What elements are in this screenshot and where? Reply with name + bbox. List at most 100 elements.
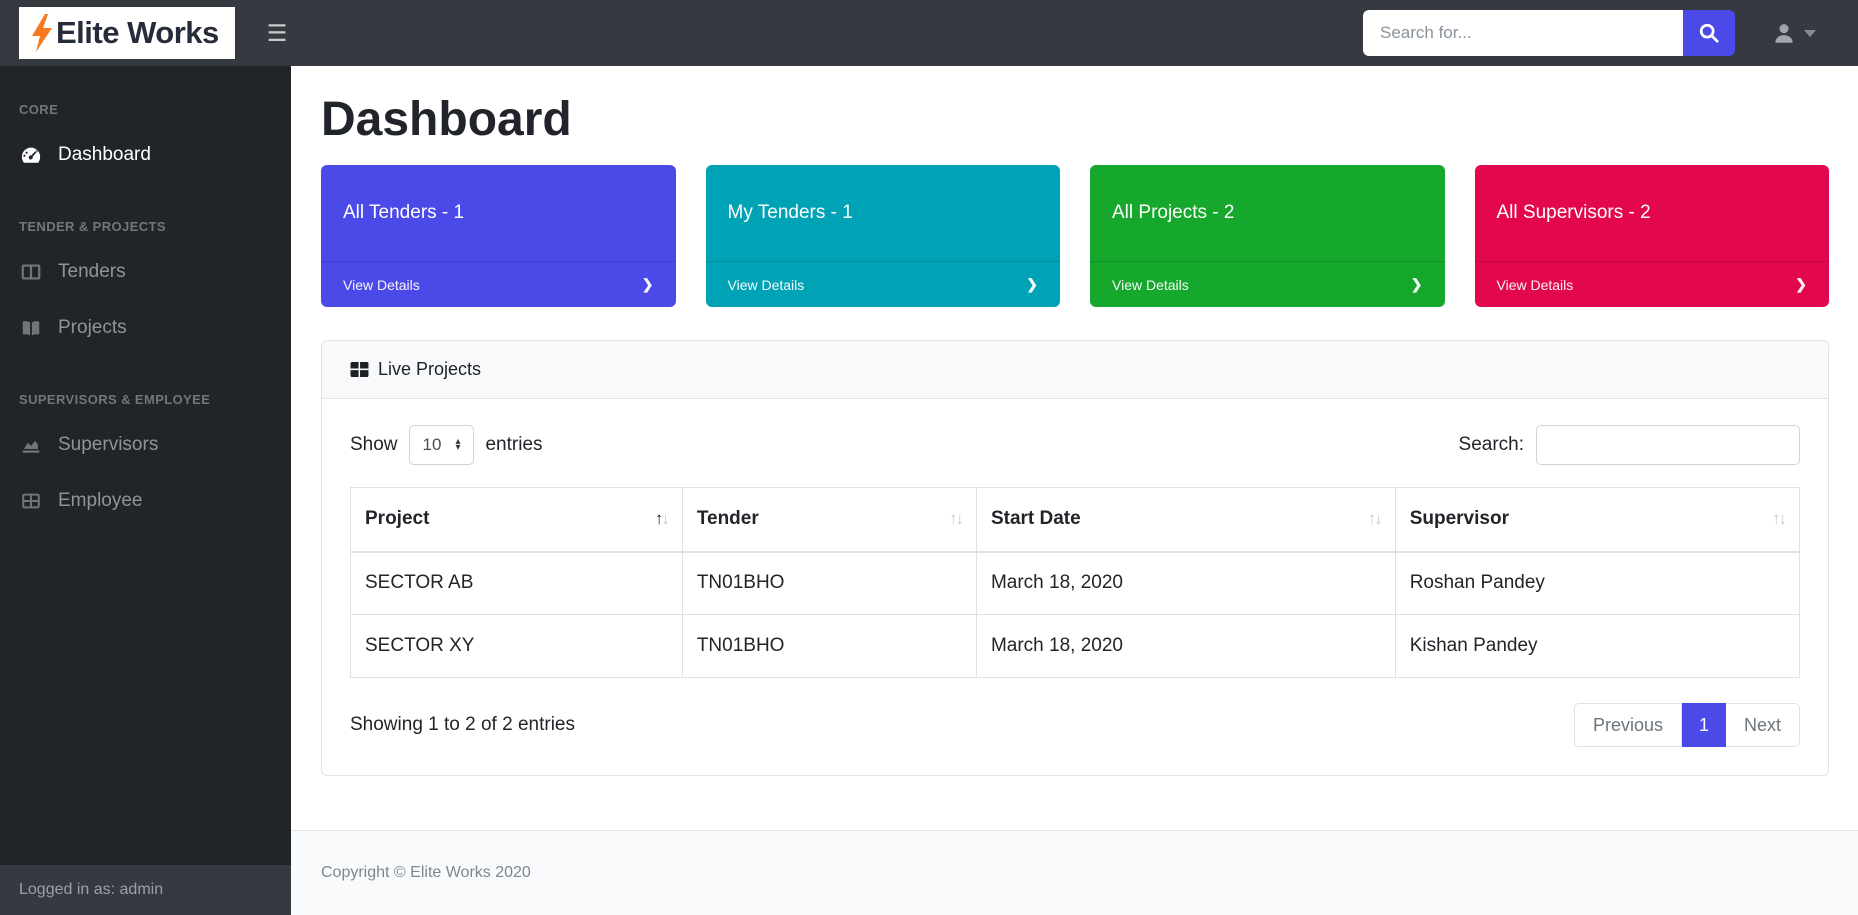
caret-down-icon [1804,29,1816,37]
user-icon [1771,20,1797,46]
live-projects-table: Project ↑↓ Tender ↑↓ Start Date ↑↓ [350,487,1801,678]
card-my-tenders: My Tenders - 1 View Details ❯ [705,165,1060,307]
live-projects-panel: Live Projects Show 10 ▴ ▾ entrie [321,340,1829,776]
panel-body: Show 10 ▴ ▾ entries Search: [322,399,1828,775]
table-row: SECTOR XY TN01BHO March 18, 2020 Kishan … [350,614,1801,678]
column-header-tender[interactable]: Tender ↑↓ [681,487,977,553]
brand-logo[interactable]: Elite Works [19,7,235,59]
panel-title: Live Projects [378,359,482,379]
sidebar-item-employee[interactable]: Employee [0,473,291,529]
tachometer-icon [19,144,43,166]
columns-icon [19,261,43,283]
search-icon [1698,22,1720,44]
sidebar-heading-tender-projects: TENDER & PROJECTS [19,219,166,234]
view-details-label: View Details [1112,276,1189,293]
page-1-button[interactable]: 1 [1681,703,1726,747]
navbar-search [1363,10,1735,56]
sort-icon: ↑↓ [1772,509,1787,529]
sidebar-item-supervisors[interactable]: Supervisors [0,417,291,473]
cell-supervisor: Roshan Pandey [1394,551,1801,615]
sidebar-item-label: Employee [58,490,143,511]
sidebar-nav: CORE Dashboard TENDER & PROJECTS Tenders [0,66,291,865]
page-length-value: 10 [422,435,442,454]
view-details-link[interactable]: View Details ❯ [1090,261,1445,307]
table-icon [350,361,369,378]
sidebar-footer: Logged in as: admin [0,865,291,915]
sidebar-item-projects[interactable]: Projects [0,300,291,356]
cell-tender: TN01BHO [681,614,977,678]
search-label: Search: [1458,434,1524,455]
cell-start-date: March 18, 2020 [975,614,1396,678]
view-details-label: View Details [727,276,805,293]
view-details-link[interactable]: View Details ❯ [1474,261,1829,307]
card-all-projects: All Projects - 2 View Details ❯ [1090,165,1445,307]
page-length-control: Show 10 ▴ ▾ entries [350,425,543,465]
card-all-tenders: All Tenders - 1 View Details ❯ [321,165,676,307]
view-details-link[interactable]: View Details ❯ [705,261,1060,307]
app-footer: Copyright © Elite Works 2020 [291,830,1858,915]
table-search-control: Search: [1459,425,1800,465]
sidebar-item-label: Projects [58,317,127,338]
stat-cards: All Tenders - 1 View Details ❯ My Tender… [321,165,1829,307]
chart-area-icon [19,434,43,456]
search-button[interactable] [1683,10,1735,56]
navbar-search-input[interactable] [1363,10,1683,56]
page-title: Dashboard [321,93,572,146]
main: Dashboard All Tenders - 1 View Details ❯… [291,66,1858,830]
column-header-start-date[interactable]: Start Date ↑↓ [975,487,1396,553]
view-details-label: View Details [1496,276,1574,293]
sidebar-item-label: Supervisors [58,434,159,455]
card-title: All Supervisors - 2 [1496,202,1651,223]
column-header-project[interactable]: Project ↑↓ [350,487,683,553]
card-title: All Tenders - 1 [343,202,465,223]
sidebar-item-label: Tenders [58,261,126,282]
content-area: Dashboard All Tenders - 1 View Details ❯… [291,66,1858,915]
cell-project: SECTOR AB [350,551,683,615]
lightning-bolt-icon [29,13,55,53]
sort-icon: ↑↓ [654,509,670,529]
table-info: Showing 1 to 2 of 2 entries [350,714,575,735]
sidebar: CORE Dashboard TENDER & PROJECTS Tenders [0,66,291,915]
chevron-right-icon: ❯ [1795,276,1807,292]
sidebar-item-dashboard[interactable]: Dashboard [0,127,291,183]
sidebar-heading-core: CORE [19,102,59,117]
copyright-text: Copyright © Elite Works 2020 [321,864,531,881]
sort-icon: ↑↓ [948,509,964,529]
column-header-supervisor[interactable]: Supervisor ↑↓ [1394,487,1801,553]
cell-project: SECTOR XY [350,614,683,678]
logged-in-as-text: Logged in as: admin [19,881,164,898]
table-header-row: Project ↑↓ Tender ↑↓ Start Date ↑↓ [350,487,1801,553]
previous-page-button[interactable]: Previous [1573,703,1682,747]
sidebar-item-label: Dashboard [58,144,151,165]
show-label: Show [350,434,398,455]
user-menu[interactable] [1771,20,1816,46]
next-page-button[interactable]: Next [1725,703,1800,747]
brand-name: Elite Works [56,15,219,50]
table-icon [19,490,43,512]
table-row: SECTOR AB TN01BHO March 18, 2020 Roshan … [350,551,1801,615]
sidebar-heading-supervisors-employee: SUPERVISORS & EMPLOYEE [19,392,211,407]
card-all-supervisors: All Supervisors - 2 View Details ❯ [1474,165,1829,307]
book-open-icon [19,317,43,339]
chevron-right-icon: ❯ [1410,276,1423,292]
sidebar-item-tenders[interactable]: Tenders [0,244,291,300]
top-navbar: Elite Works ☰ [0,0,1858,66]
entries-label: entries [485,434,543,455]
table-footer: Showing 1 to 2 of 2 entries Previous 1 N… [350,703,1800,747]
sidebar-toggle-button[interactable]: ☰ [266,19,288,46]
cell-tender: TN01BHO [681,551,977,615]
select-stepper-icon: ▴ ▾ [455,435,461,453]
panel-header: Live Projects [322,341,1828,399]
cell-supervisor: Kishan Pandey [1394,614,1801,678]
cell-start-date: March 18, 2020 [975,551,1396,615]
view-details-link[interactable]: View Details ❯ [321,261,676,307]
chevron-right-icon: ❯ [641,276,654,292]
card-title: My Tenders - 1 [727,202,853,223]
page-length-select[interactable]: 10 ▴ ▾ [408,425,475,465]
sort-icon: ↑↓ [1367,509,1383,529]
pagination: Previous 1 Next [1573,703,1800,747]
table-search-input[interactable] [1536,425,1800,465]
card-title: All Projects - 2 [1112,202,1235,223]
view-details-label: View Details [343,276,420,293]
